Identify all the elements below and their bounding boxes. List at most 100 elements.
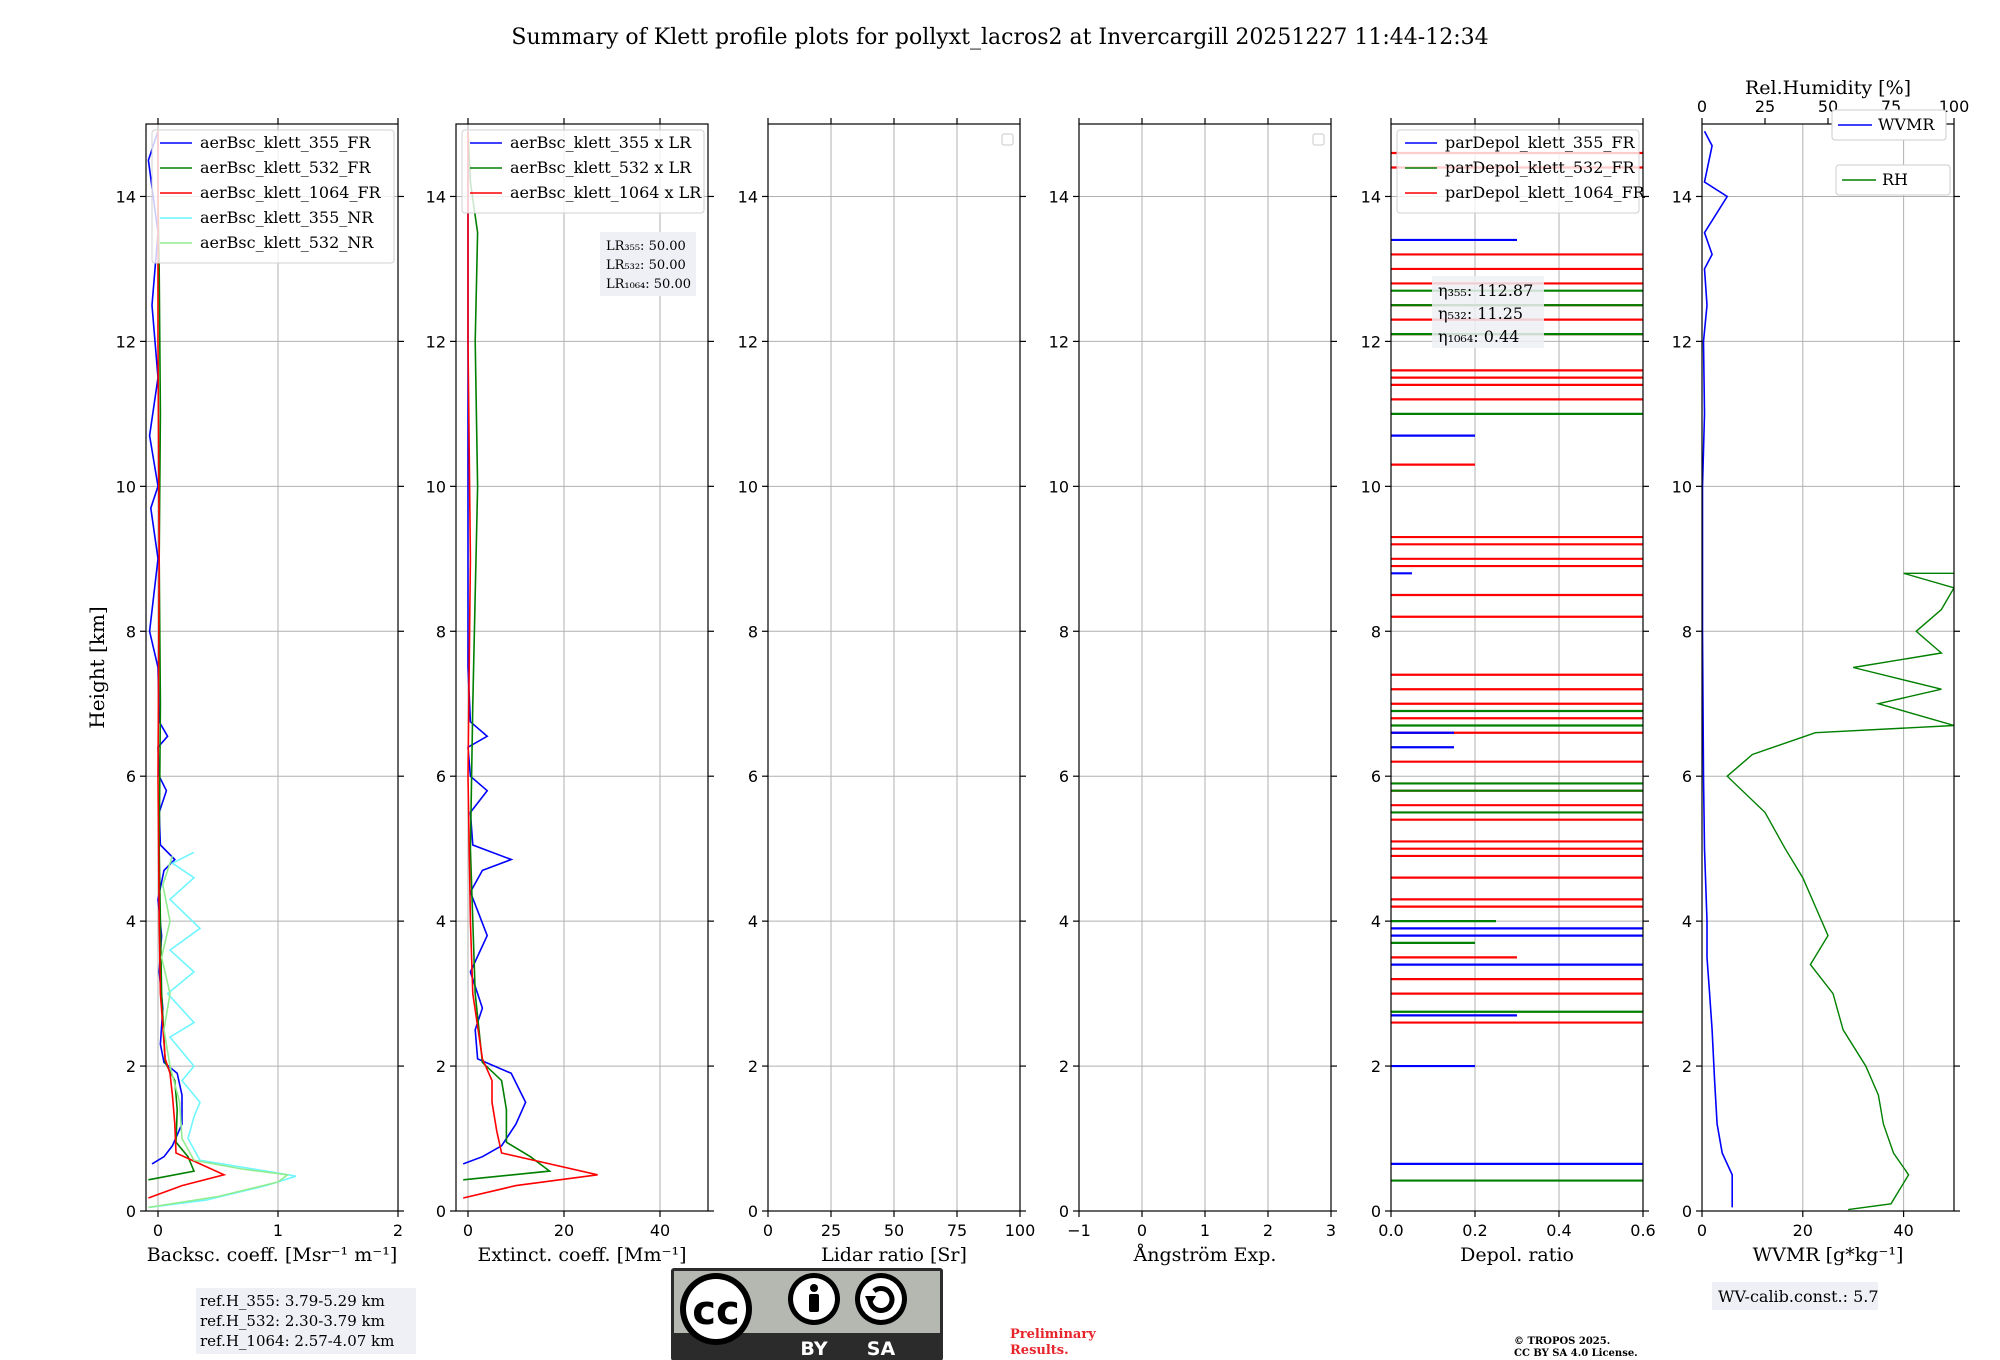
ytick-label-7: 14 xyxy=(738,187,758,206)
xtick-label-1: 1 xyxy=(273,1221,283,1240)
cc-license-logo: cc BY SA xyxy=(671,1268,943,1360)
panel-frame-wv xyxy=(1701,123,1955,1212)
cc-circle-inner xyxy=(686,1279,746,1339)
empty-legend-box xyxy=(1001,133,1014,146)
series-line-0 xyxy=(462,131,527,1165)
series-line-rh xyxy=(1726,572,1954,1211)
ytick-label-3: 6 xyxy=(1371,767,1381,786)
legend-box-0 xyxy=(1831,109,1947,141)
legend-label-2: parDepol_klett_1064_FR xyxy=(1445,183,1646,202)
ytick-label-3: 6 xyxy=(1682,767,1692,786)
ytick-label-1: 2 xyxy=(748,1057,758,1076)
ytick-label-6: 12 xyxy=(426,332,446,351)
panel-lr: 0 2 4 6 8 10 12 14 0 25 50 75 100 Lidar ratio [Sr] xyxy=(738,118,1035,1266)
sa-arrow-icon xyxy=(867,1286,895,1313)
xlabel-ang: Ångström Exp. xyxy=(1133,1244,1277,1266)
ytick-label-4: 8 xyxy=(436,622,446,641)
series-line-0 xyxy=(147,130,183,1165)
ytick-label-5: 10 xyxy=(116,477,136,496)
ytick-label-6: 12 xyxy=(1049,332,1069,351)
xtick-label-0: 0 xyxy=(1697,1221,1707,1240)
lr-annotation-box xyxy=(600,232,696,296)
series-line-2 xyxy=(463,131,598,1199)
refh-box: ref.H_355: 3.79-5.29 km ref.H_532: 2.30-… xyxy=(196,1288,416,1354)
legend-box xyxy=(151,129,395,264)
xtick-label-3: 2 xyxy=(1263,1221,1273,1240)
lr-annotation-0: LR₃₅₅: 50.00 xyxy=(606,239,686,254)
lr-annotation-2: LR₁₀₆₄: 50.00 xyxy=(606,277,691,292)
ytick-label-0: 0 xyxy=(748,1202,758,1221)
series-line-1 xyxy=(463,131,552,1181)
xtick-label-0: 0 xyxy=(463,1221,473,1240)
legend-box xyxy=(461,129,705,214)
refh-1064: ref.H_1064: 2.57-4.07 km xyxy=(200,1332,395,1350)
ytick-label-6: 12 xyxy=(116,332,136,351)
legend-label-0: WVMR xyxy=(1878,115,1935,134)
wv-calib-box xyxy=(1712,1282,1878,1310)
xtick-label-1: 20 xyxy=(554,1221,574,1240)
ytick-label-0: 0 xyxy=(1059,1202,1069,1221)
xtick-label-2: 0.4 xyxy=(1546,1221,1571,1240)
preliminary-line1: Preliminary xyxy=(1010,1327,1096,1342)
ytick-label-1: 2 xyxy=(436,1057,446,1076)
legend-label-0: aerBsc_klett_355 x LR xyxy=(510,133,692,152)
xlabel-bsc: Backsc. coeff. [Msr⁻¹ m⁻¹] xyxy=(147,1244,398,1266)
eta-annotation-box xyxy=(1432,276,1544,348)
xlabel-wv: WVMR [g*kg⁻¹] xyxy=(1753,1244,1904,1266)
ytick-label-1: 2 xyxy=(1682,1057,1692,1076)
xtick-label-3: 0.6 xyxy=(1630,1221,1655,1240)
ytick-label-5: 10 xyxy=(1672,477,1692,496)
ytick-label-5: 10 xyxy=(1049,477,1069,496)
xtick-label-4: 3 xyxy=(1326,1221,1336,1240)
ytick-label-0: 0 xyxy=(1371,1202,1381,1221)
ytick-label-3: 6 xyxy=(126,767,136,786)
ytick-label-1: 2 xyxy=(126,1057,136,1076)
legend-label-1: aerBsc_klett_532_FR xyxy=(200,158,371,177)
ylabel-height: Height [km] xyxy=(85,606,109,728)
plot-area-ext xyxy=(462,131,598,1199)
ytick-label-2: 4 xyxy=(436,912,446,931)
empty-legend-box xyxy=(1312,133,1325,146)
legend-label-3: aerBsc_klett_355_NR xyxy=(200,208,374,227)
ytick-label-2: 4 xyxy=(126,912,136,931)
ytick-label-1: 2 xyxy=(1371,1057,1381,1076)
plot-area-bsc xyxy=(147,130,297,1209)
legend-label-2: aerBsc_klett_1064_FR xyxy=(200,183,382,202)
rh-tick-label-1: 25 xyxy=(1755,97,1775,116)
rh-tick-label-0: 0 xyxy=(1697,97,1707,116)
legend-label-4: aerBsc_klett_532_NR xyxy=(200,233,374,252)
ytick-label-7: 14 xyxy=(116,187,136,206)
wv-calib-text: WV-calib.const.: 5.7 xyxy=(1718,1287,1879,1306)
xtick-label-2: 50 xyxy=(884,1221,904,1240)
ytick-label-7: 14 xyxy=(1672,187,1692,206)
ytick-label-4: 8 xyxy=(126,622,136,641)
eta-annotation-0: η₃₅₅: 112.87 xyxy=(1438,281,1533,300)
xtick-label-2: 2 xyxy=(393,1221,403,1240)
copyright-line1: © TROPOS 2025. xyxy=(1514,1336,1610,1347)
ytick-label-0: 0 xyxy=(436,1202,446,1221)
legend-label-0: parDepol_klett_355_FR xyxy=(1445,133,1636,152)
ytick-label-1: 2 xyxy=(1059,1057,1069,1076)
xtick-label-0: −1 xyxy=(1067,1221,1091,1240)
legend-box xyxy=(1396,129,1640,214)
xtick-label-0: 0 xyxy=(153,1221,163,1240)
refh-532: ref.H_532: 2.30-3.79 km xyxy=(200,1312,385,1330)
preliminary-line2: Results. xyxy=(1010,1343,1069,1358)
xtick-label-1: 0 xyxy=(1137,1221,1147,1240)
eta-annotation-2: η₁₀₆₄: 0.44 xyxy=(1438,327,1519,346)
lr-annotation-1: LR₅₃₂: 50.00 xyxy=(606,258,686,273)
figure-title: Summary of Klett profile plots for polly… xyxy=(511,25,1488,50)
ytick-label-6: 12 xyxy=(1361,332,1381,351)
xtick-label-2: 40 xyxy=(650,1221,670,1240)
ytick-label-5: 10 xyxy=(738,477,758,496)
xlabel-dep: Depol. ratio xyxy=(1460,1244,1574,1266)
xtick-label-1: 20 xyxy=(1793,1221,1813,1240)
ytick-label-2: 4 xyxy=(1682,912,1692,931)
cc-logo-by: BY xyxy=(800,1338,827,1360)
ytick-label-4: 8 xyxy=(1371,622,1381,641)
ytick-label-0: 0 xyxy=(1682,1202,1692,1221)
xtick-label-0: 0.0 xyxy=(1378,1221,1403,1240)
